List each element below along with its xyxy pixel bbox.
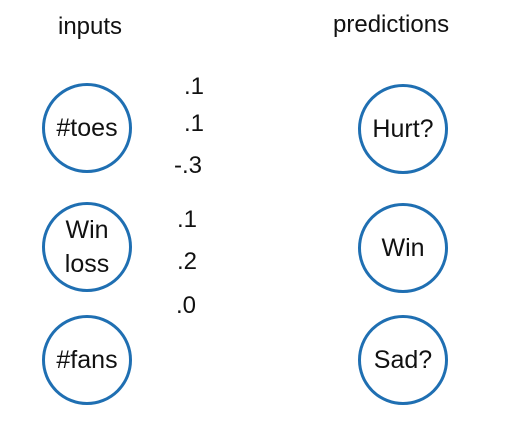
prediction-node-label: Sad? <box>373 346 433 374</box>
weight-value: .2 <box>177 248 198 275</box>
input-node-label: #toes <box>56 114 118 142</box>
input-node-label-line2: loss <box>64 250 110 278</box>
prediction-node-hurt: Hurt? <box>358 84 448 174</box>
inputs-heading: inputs <box>58 13 123 40</box>
weight-value: .1 <box>184 110 205 137</box>
prediction-node-win: Win <box>358 203 448 293</box>
prediction-node-label: Win <box>381 234 425 262</box>
weight-value: .1 <box>177 206 198 233</box>
weight-value: .0 <box>176 292 197 319</box>
input-node-winloss: Win loss <box>42 202 132 292</box>
weight-value: .1 <box>184 73 205 100</box>
input-node-label-line1: Win <box>65 216 109 244</box>
input-node-toes: #toes <box>42 83 132 173</box>
prediction-node-sad: Sad? <box>358 315 448 405</box>
input-node-fans: #fans <box>42 315 132 405</box>
weight-value: -.3 <box>174 152 203 179</box>
input-node-label: #fans <box>56 346 118 374</box>
prediction-node-label: Hurt? <box>372 115 434 143</box>
predictions-heading: predictions <box>333 11 450 38</box>
